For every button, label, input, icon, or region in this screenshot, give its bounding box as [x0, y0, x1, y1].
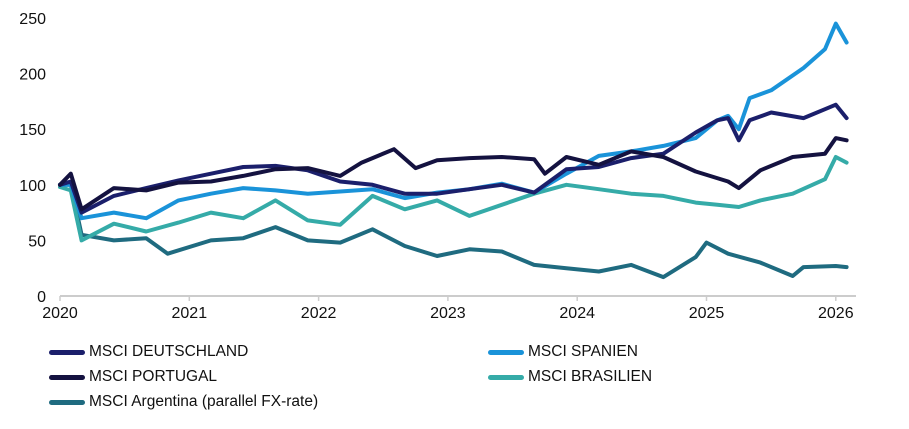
- legend-item-spanien: MSCI SPANIEN: [488, 343, 638, 361]
- y-tick-label: 0: [37, 289, 46, 306]
- legend-label: MSCI SPANIEN: [528, 343, 638, 360]
- legend-swatch: [49, 374, 85, 380]
- series-line-msci-brasilien: [58, 155, 849, 243]
- legend-label: MSCI BRASILIEN: [528, 368, 653, 385]
- x-tick-label: 2022: [301, 305, 337, 322]
- legend-swatch: [488, 349, 524, 355]
- x-tick-label: 2025: [689, 305, 725, 322]
- y-tick-label: 50: [28, 233, 46, 250]
- y-tick-label: 100: [19, 178, 46, 195]
- y-tick-label: 150: [19, 122, 46, 139]
- legend-swatch: [49, 399, 85, 405]
- legend-item-argentina: MSCI Argentina (parallel FX-rate): [49, 393, 318, 411]
- x-tick-label: 2020: [42, 305, 78, 322]
- legend-swatch: [488, 374, 524, 380]
- line-chart: 0 50 100 150 200 250 2020 2021 2022 2023 2024 2025…: [19, 11, 856, 322]
- x-tick-label: 2021: [172, 305, 208, 322]
- legend-item-deutschland: MSCI DEUTSCHLAND: [49, 343, 248, 361]
- legend-label: MSCI DEUTSCHLAND: [89, 343, 249, 360]
- series-line-msci-portugal: [58, 136, 849, 212]
- y-tick-label: 200: [19, 67, 46, 84]
- series-line-msci-argentina-parallel-fx-rate: [58, 182, 849, 280]
- legend-item-brasilien: MSCI BRASILIEN: [488, 368, 652, 386]
- y-tick-label: 250: [19, 11, 46, 28]
- x-tick-label: 2026: [818, 305, 854, 322]
- x-tick-label: 2023: [430, 305, 466, 322]
- legend-item-portugal: MSCI PORTUGAL: [49, 368, 217, 386]
- legend-label: MSCI PORTUGAL: [89, 368, 218, 385]
- x-tick-label: 2024: [559, 305, 595, 322]
- series-line-msci-deutschland: [58, 102, 849, 215]
- legend-label: MSCI Argentina (parallel FX-rate): [89, 393, 319, 410]
- legend-swatch: [49, 349, 85, 355]
